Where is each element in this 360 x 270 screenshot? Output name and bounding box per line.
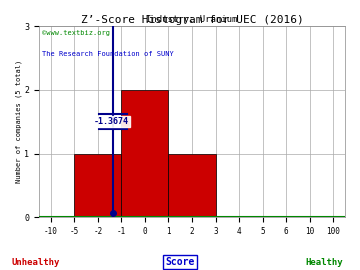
Bar [74, 154, 121, 217]
Text: Industry: Uranium: Industry: Uranium [146, 15, 238, 24]
Title: Z’-Score Histogram for UEC (2016): Z’-Score Histogram for UEC (2016) [81, 15, 303, 25]
Bar [168, 154, 216, 217]
Text: Unhealthy: Unhealthy [12, 258, 60, 267]
Bar [121, 90, 168, 217]
Text: Score: Score [165, 257, 195, 267]
Y-axis label: Number of companies (5 total): Number of companies (5 total) [15, 60, 22, 183]
Text: The Research Foundation of SUNY: The Research Foundation of SUNY [42, 51, 174, 57]
Text: Healthy: Healthy [305, 258, 343, 267]
Text: ©www.textbiz.org: ©www.textbiz.org [42, 30, 110, 36]
Text: -1.3674: -1.3674 [94, 117, 129, 126]
